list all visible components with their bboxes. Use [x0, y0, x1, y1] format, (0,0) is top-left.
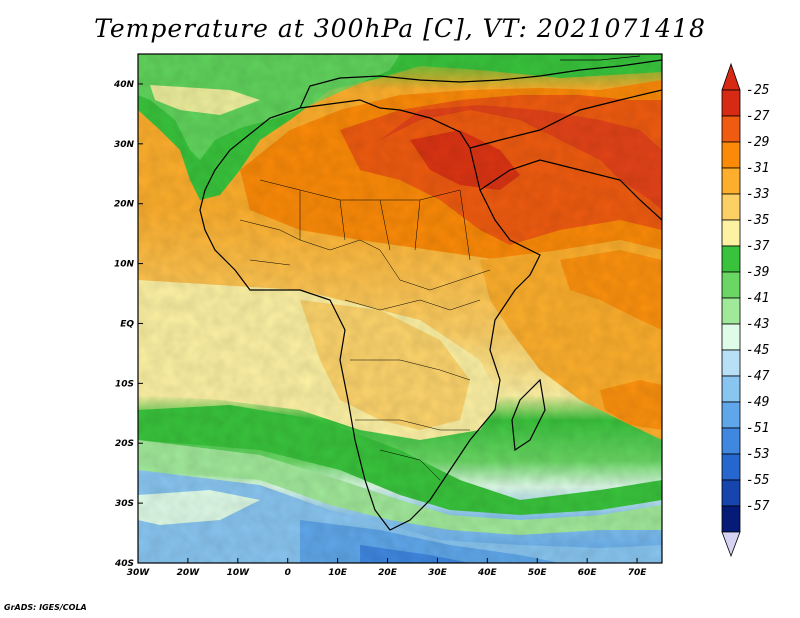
colorbar-box	[721, 245, 741, 273]
colorbar-box	[721, 297, 741, 325]
lat-label: 20S	[115, 439, 134, 449]
lat-label: 40N	[113, 80, 135, 90]
colorbar-bottom-arrow	[721, 531, 741, 558]
colorbar-label: -57	[746, 499, 770, 514]
lon-label: 60E	[578, 568, 598, 578]
colorbar-box	[721, 453, 741, 481]
colorbar-top-arrow	[721, 62, 741, 91]
colorbar-label: -29	[746, 135, 769, 150]
colorbar-label: -39	[746, 265, 769, 280]
colorbar-box	[721, 349, 741, 377]
colorbar-box	[721, 401, 741, 429]
lon-label: 40E	[477, 568, 498, 578]
lat-label: 10S	[115, 379, 134, 389]
colorbar-label: -53	[746, 447, 769, 462]
lat-label: 10N	[114, 260, 135, 270]
lon-label: 30E	[428, 568, 448, 578]
colorbar-box	[721, 427, 741, 455]
colorbar-label: -43	[746, 317, 769, 332]
lat-label: 40S	[114, 559, 134, 569]
country-borders	[239, 179, 491, 481]
colorbar-label: -45	[746, 343, 770, 358]
colorbar-box	[721, 219, 741, 247]
lon-label: 20E	[378, 568, 398, 578]
colorbar-box	[721, 89, 741, 117]
colorbar-box	[721, 323, 741, 351]
colorbar-label: -33	[746, 187, 769, 202]
lat-label: 20N	[114, 200, 135, 210]
lat-label: 30S	[115, 499, 134, 509]
colorbar-box	[721, 115, 741, 143]
colorbar-box	[721, 375, 741, 403]
colorbar-box	[721, 167, 741, 195]
temperature-field	[138, 54, 662, 563]
colorbar-label: -37	[746, 239, 770, 254]
colorbar-label: -27	[746, 109, 770, 124]
colorbar-box	[721, 141, 741, 169]
plot-frame	[137, 53, 663, 564]
lon-label: 30W	[127, 568, 151, 578]
lon-label: 10W	[227, 568, 251, 578]
lon-label: 10E	[328, 568, 348, 578]
colorbar-label: -35	[746, 213, 770, 228]
colorbar-label: -31	[746, 161, 769, 176]
colorbar-label: -41	[746, 291, 769, 306]
lon-label: 70E	[628, 568, 648, 578]
grads-credit: GrADS: IGES/COLA	[4, 603, 87, 612]
colorbar-label: -51	[746, 421, 769, 436]
lon-label: 50E	[528, 568, 548, 578]
colorbar-label: -47	[746, 369, 770, 384]
lon-label: 20W	[177, 568, 201, 578]
lon-label: 0	[285, 568, 291, 578]
colorbar-box	[721, 271, 741, 299]
coastlines	[199, 55, 662, 531]
lat-label: EQ	[120, 319, 134, 329]
colorbar: -25 -27 -29 -31 -33 -35 -37 -39 -41 -43 -45 -47 -49 -…	[721, 62, 770, 558]
colorbar-label: -25	[746, 83, 770, 98]
map-axes: 30W 20W 10W 0 10E 20E 30E 40E 50E 60E 70E 40N 30N 20N…	[113, 80, 647, 578]
lat-label: 30N	[114, 140, 135, 150]
colorbar-label: -55	[746, 473, 770, 488]
colorbar-box	[721, 193, 741, 221]
colorbar-box	[721, 505, 741, 533]
colorbar-box	[721, 479, 741, 507]
colorbar-label: -49	[746, 395, 769, 410]
map-title: Temperature at 300hPa [C], VT: 202107141…	[94, 14, 706, 43]
